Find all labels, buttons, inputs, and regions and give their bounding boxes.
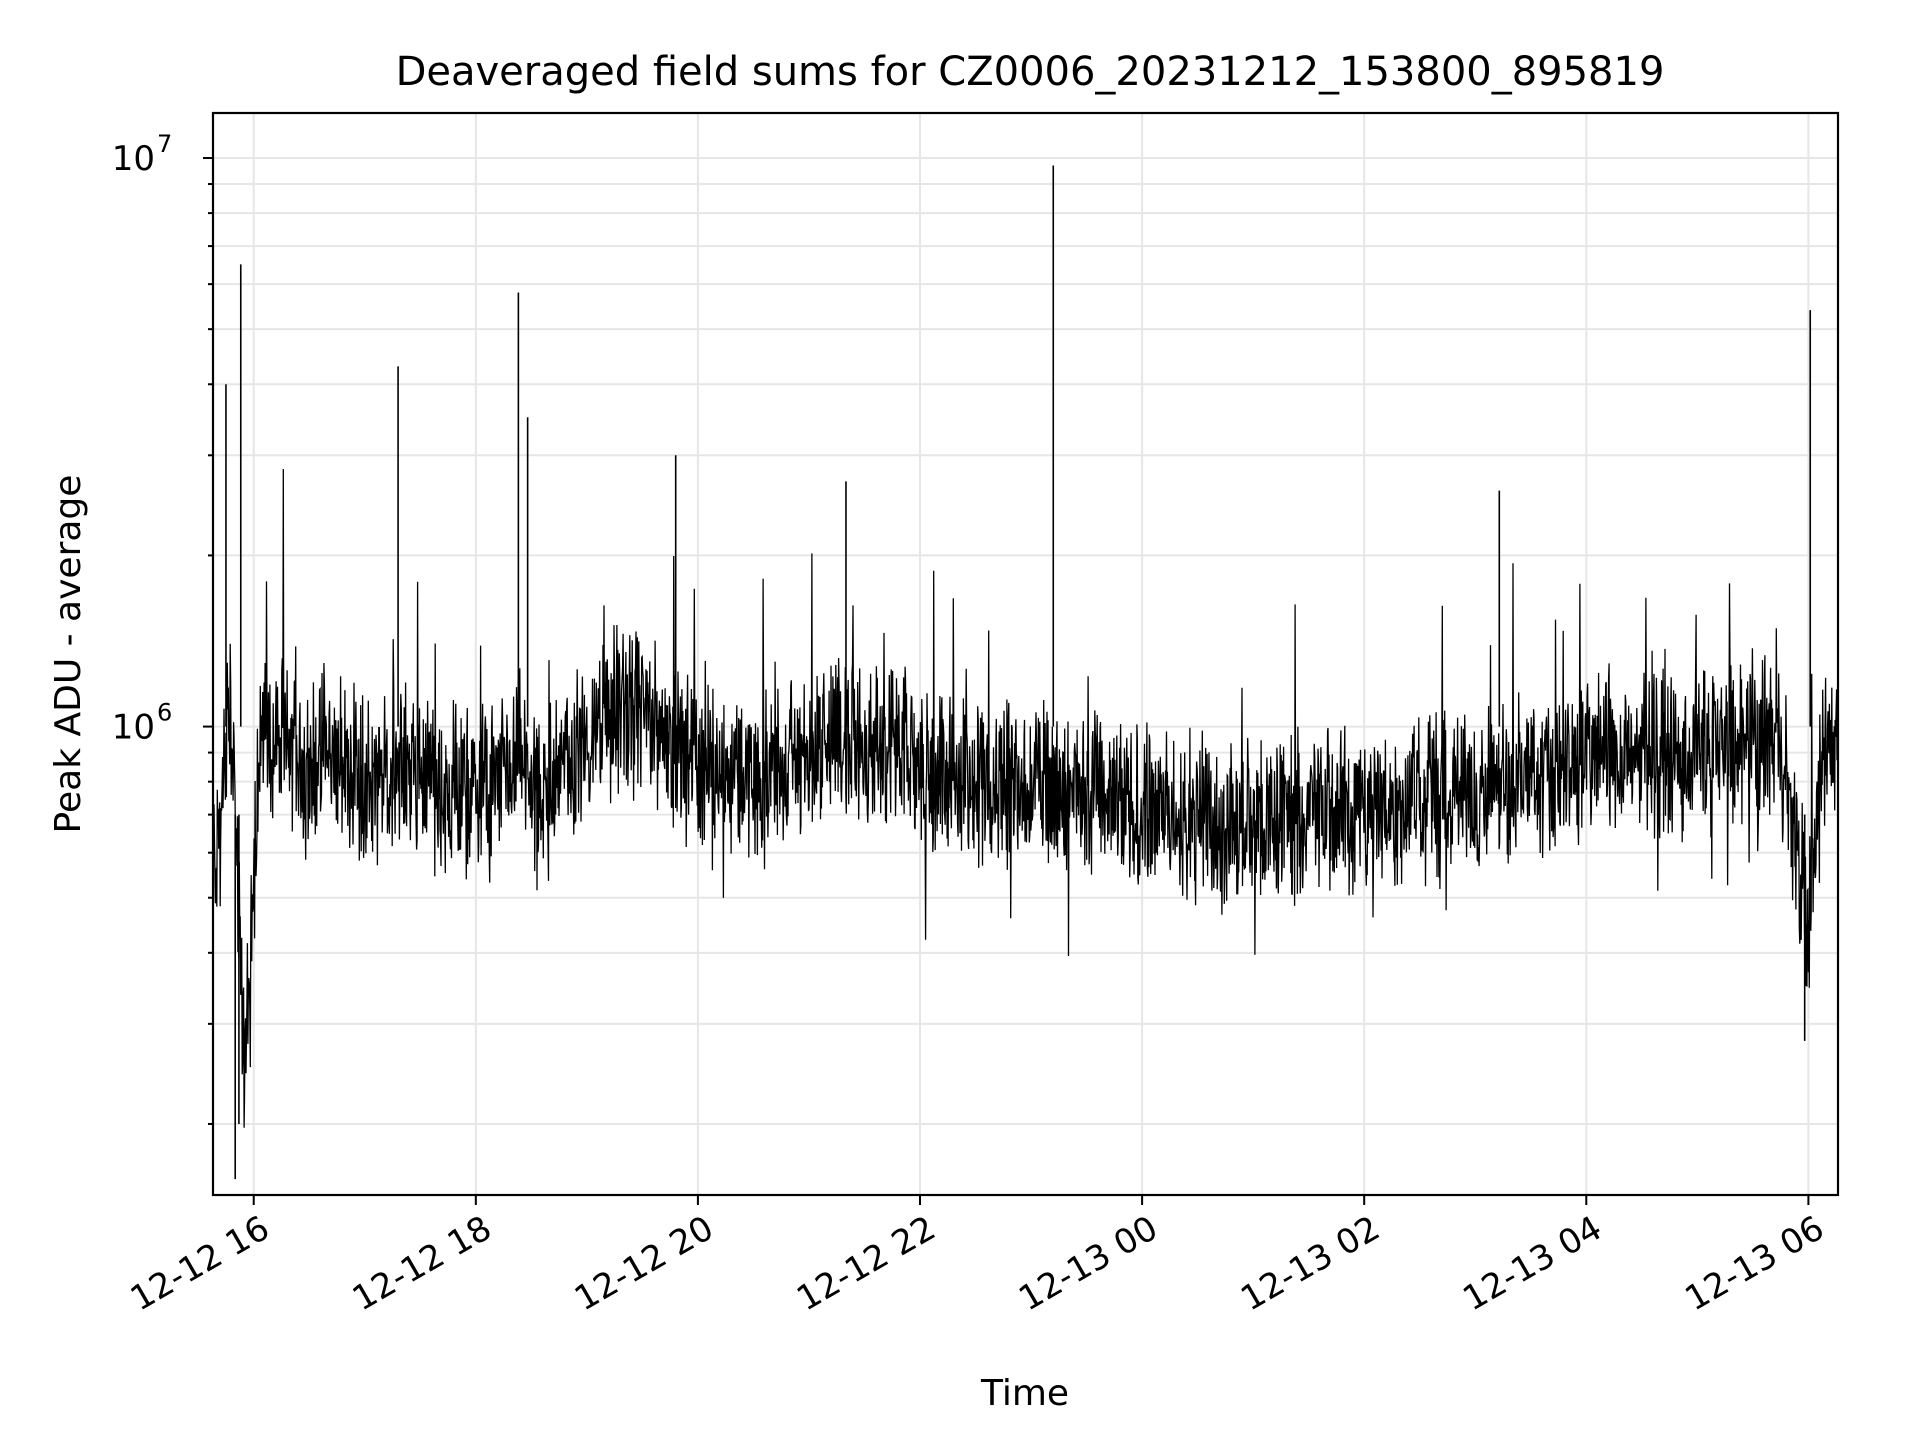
y-axis-label: Peak ADU - average <box>48 475 89 834</box>
x-axis-label: Time <box>980 1373 1069 1414</box>
axes-frame <box>211 111 1840 1197</box>
y-tick-label: 10 <box>112 139 155 179</box>
plot-area <box>212 165 1839 1180</box>
y-tick-label: 10 <box>112 708 155 748</box>
chart-title: Deaveraged field sums for CZ0006_2023121… <box>396 49 1665 95</box>
y-tick-label-exponent: 7 <box>157 130 172 158</box>
y-tick-label-exponent: 6 <box>157 699 172 727</box>
data-line <box>212 468 1839 1128</box>
